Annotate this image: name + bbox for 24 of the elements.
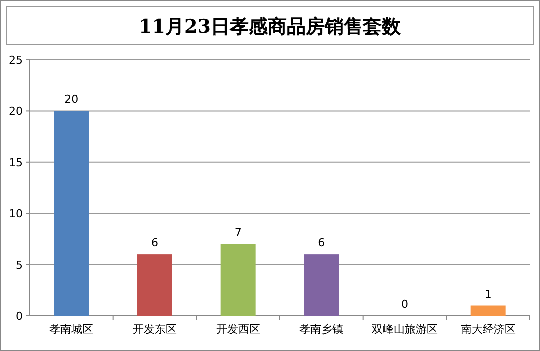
y-tick-label: 25	[9, 54, 23, 67]
data-label: 1	[484, 288, 492, 301]
y-tick-label: 20	[9, 105, 23, 118]
x-tick-label: 南大经济区	[460, 323, 516, 336]
x-tick-label: 孝南乡镇	[300, 323, 344, 336]
y-tick-label: 15	[9, 156, 23, 170]
y-tick-label: 0	[16, 310, 23, 323]
bar	[54, 111, 90, 316]
bar	[304, 254, 340, 316]
data-label: 6	[318, 236, 326, 250]
x-tick-label: 开发西区	[216, 323, 260, 336]
data-label: 6	[152, 236, 158, 250]
data-label: 0	[402, 298, 408, 311]
bar	[470, 306, 506, 316]
x-tick-label: 开发东区	[133, 323, 177, 336]
x-tick-label: 孝南城区	[50, 323, 94, 336]
bar	[220, 244, 256, 316]
y-tick-label: 10	[9, 208, 23, 221]
bar	[138, 254, 172, 316]
data-label: 20	[64, 93, 79, 106]
chart-title: 11月23日孝感商品房销售套数	[139, 16, 402, 38]
y-tick-label: 5	[16, 258, 23, 272]
data-label: 7	[234, 226, 242, 240]
x-tick-label: 双峰山旅游区	[372, 323, 438, 336]
